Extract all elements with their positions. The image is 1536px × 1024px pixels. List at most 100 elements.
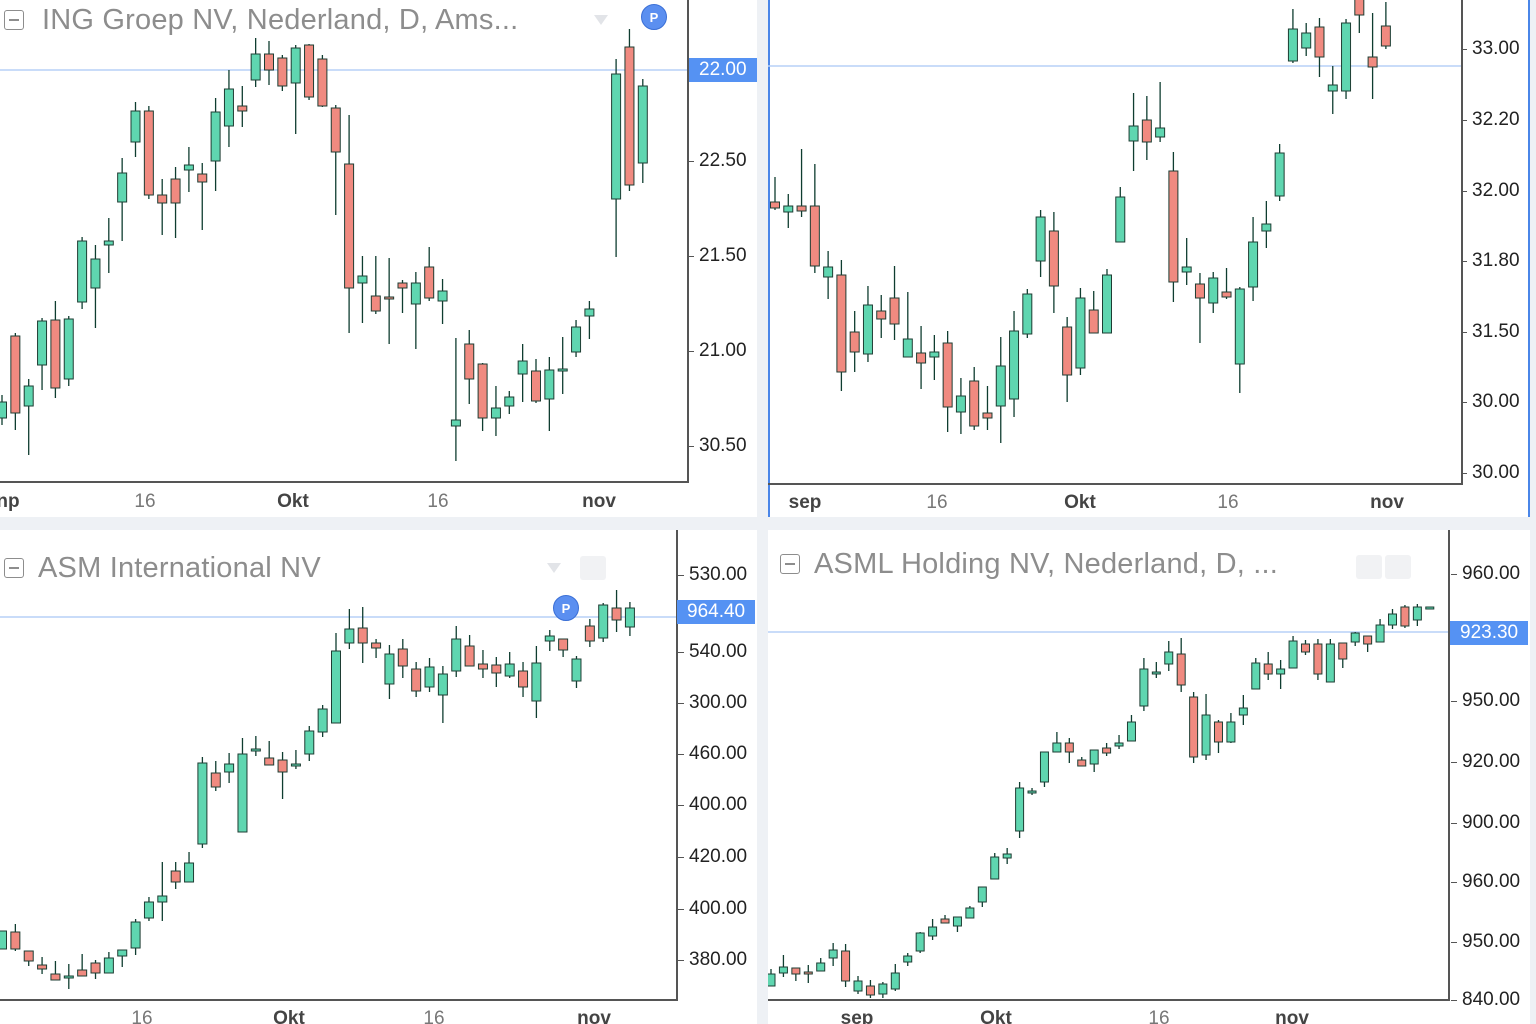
candle-up bbox=[1287, 9, 1298, 63]
chart-panel-ing[interactable]: ING Groep NV, Nederland, D, Ams... P 22.… bbox=[0, 0, 757, 517]
candle-down bbox=[1367, 13, 1378, 99]
candle-body bbox=[130, 110, 141, 143]
price-axis-label: 920.00 bbox=[1450, 751, 1521, 772]
candle-up bbox=[90, 245, 101, 328]
candle-up bbox=[1126, 715, 1136, 742]
candle-up bbox=[624, 602, 635, 636]
candle-body bbox=[1062, 326, 1073, 376]
candle-up bbox=[531, 646, 542, 718]
candle-body bbox=[1287, 28, 1298, 62]
price-axis-label: 530.00 bbox=[677, 564, 748, 585]
candle-body bbox=[571, 658, 582, 682]
candle-body bbox=[464, 645, 475, 667]
candle-up bbox=[157, 862, 168, 921]
candle-body bbox=[1194, 283, 1205, 299]
candle-up bbox=[1102, 269, 1112, 334]
chart-panel-asm[interactable]: ASM International NV P 530.00 540.00 300.0… bbox=[0, 530, 757, 1024]
candle-up bbox=[450, 338, 461, 461]
price-axis-label: 30.00 bbox=[1461, 462, 1520, 483]
candle-up bbox=[184, 852, 195, 883]
price-axis-line bbox=[676, 530, 678, 1001]
settings-icon[interactable] bbox=[1385, 555, 1411, 579]
chart-panel-2[interactable]: 33.00 32.20 32.00 31.80 31.50 30.00 30.00 sep 16… bbox=[768, 0, 1530, 517]
price-axis-label: 33.00 bbox=[1461, 38, 1520, 59]
candle-body bbox=[849, 331, 860, 353]
candle-up bbox=[410, 272, 421, 349]
candle-up bbox=[1375, 619, 1385, 643]
candle-up bbox=[611, 59, 622, 257]
collapse-icon[interactable] bbox=[4, 10, 24, 30]
plot-area[interactable] bbox=[0, 530, 677, 1000]
p-badge-icon[interactable]: P bbox=[641, 4, 667, 30]
candle-up bbox=[1151, 662, 1161, 678]
candle-up bbox=[928, 919, 938, 940]
candle-down bbox=[464, 330, 475, 404]
candle-body bbox=[770, 201, 780, 209]
candle-down bbox=[865, 980, 875, 998]
candle-up bbox=[437, 279, 448, 324]
sync-icon[interactable] bbox=[580, 556, 606, 580]
candle-body bbox=[277, 759, 288, 773]
candle-body bbox=[0, 401, 7, 419]
dropdown-arrow-icon[interactable] bbox=[547, 563, 561, 573]
time-axis-label: Okt bbox=[980, 1008, 1012, 1024]
candle-body bbox=[37, 320, 48, 366]
candle-body bbox=[823, 266, 834, 278]
dropdown-arrow-icon[interactable] bbox=[594, 15, 608, 25]
candle-body bbox=[1089, 749, 1099, 765]
candle-body bbox=[584, 625, 595, 642]
candle-body bbox=[558, 638, 569, 651]
candle-body bbox=[624, 46, 635, 186]
time-axis-label: nov bbox=[1370, 492, 1404, 513]
candle-up bbox=[557, 337, 568, 394]
price-axis-label: 31.80 bbox=[1461, 250, 1520, 271]
candle-down bbox=[264, 741, 275, 766]
plot-area[interactable] bbox=[768, 0, 1462, 484]
candle-up bbox=[571, 320, 582, 357]
sync-icon[interactable] bbox=[1356, 555, 1382, 579]
candle-body bbox=[504, 396, 515, 407]
collapse-icon[interactable] bbox=[4, 558, 24, 578]
candle-body bbox=[477, 663, 488, 670]
candle-body bbox=[1009, 330, 1020, 400]
candle-down bbox=[969, 367, 980, 430]
candle-body bbox=[1077, 759, 1087, 767]
candle-up bbox=[903, 953, 913, 966]
candle-body bbox=[571, 326, 582, 353]
candle-down bbox=[370, 256, 381, 314]
candle-body bbox=[170, 870, 181, 883]
candle-up bbox=[1155, 82, 1166, 142]
candle-down bbox=[1168, 152, 1179, 302]
candle-down bbox=[197, 163, 208, 230]
candle-down bbox=[397, 280, 408, 313]
collapse-icon[interactable] bbox=[780, 554, 800, 574]
candle-body bbox=[464, 343, 475, 380]
candle-down bbox=[143, 106, 154, 199]
p-badge-icon[interactable]: P bbox=[553, 595, 579, 621]
candle-up bbox=[77, 237, 88, 309]
time-axis-label: np bbox=[0, 491, 20, 512]
plot-area[interactable] bbox=[768, 530, 1449, 1000]
candle-body bbox=[915, 932, 925, 952]
candle-body bbox=[1274, 152, 1285, 197]
candle-body bbox=[1213, 721, 1223, 743]
candle-body bbox=[1039, 751, 1049, 783]
candle-down bbox=[796, 149, 807, 217]
candle-down bbox=[237, 86, 248, 127]
price-axis-line bbox=[1448, 530, 1450, 1001]
candle-body bbox=[637, 85, 648, 164]
candle-up bbox=[1341, 19, 1352, 99]
price-axis-label: 400.00 bbox=[677, 794, 748, 815]
candle-down bbox=[464, 635, 475, 667]
candle-down bbox=[1064, 738, 1074, 763]
candle-body bbox=[865, 985, 875, 996]
candle-up bbox=[1238, 695, 1248, 725]
candle-body bbox=[1114, 742, 1124, 747]
chart-panel-asml[interactable]: ASML Holding NV, Nederland, D, ... 960.0… bbox=[768, 530, 1530, 1024]
plot-area[interactable] bbox=[0, 0, 688, 482]
candle-up bbox=[1327, 66, 1338, 114]
candle-down bbox=[264, 41, 274, 85]
price-axis-label: 960.00 bbox=[1450, 871, 1521, 892]
candle-body bbox=[117, 949, 128, 957]
candle-body bbox=[103, 240, 114, 246]
